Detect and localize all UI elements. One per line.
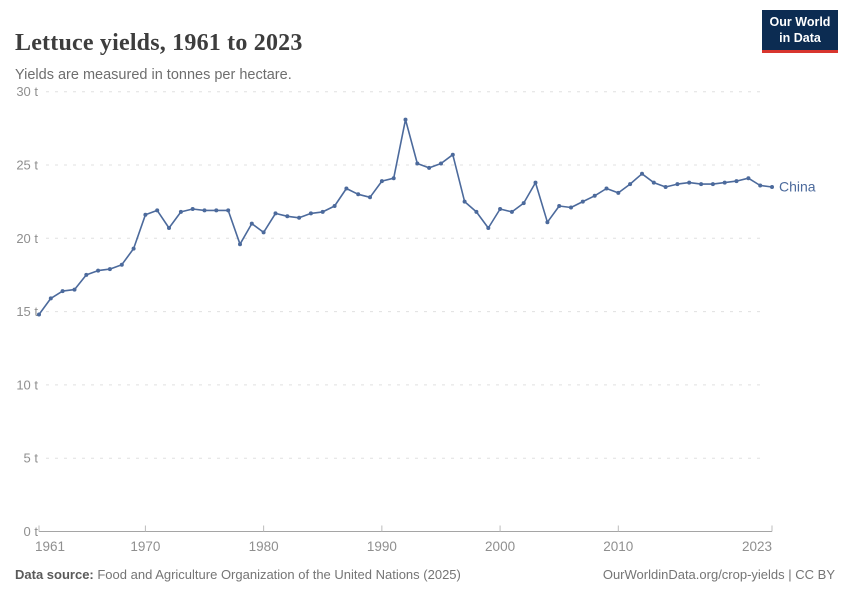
data-point-marker[interactable] (143, 212, 148, 217)
data-point-marker[interactable] (439, 161, 443, 166)
data-point-marker[interactable] (368, 195, 372, 200)
data-point-marker[interactable] (391, 176, 396, 181)
data-point-marker[interactable] (379, 179, 384, 184)
data-point-marker[interactable] (616, 190, 621, 195)
x-axis-tick-label: 2010 (603, 539, 633, 554)
data-point-marker[interactable] (214, 208, 219, 213)
data-point-marker[interactable] (722, 180, 727, 185)
data-point-marker[interactable] (699, 182, 704, 187)
data-point-marker[interactable] (498, 207, 503, 211)
chart-footer: Data source: Food and Agriculture Organi… (15, 567, 835, 582)
data-point-marker[interactable] (249, 221, 254, 226)
data-point-marker[interactable] (675, 182, 680, 187)
data-source-text: Food and Agriculture Organization of the… (93, 567, 461, 582)
data-point-marker[interactable] (651, 180, 656, 185)
data-point-marker[interactable] (48, 296, 53, 301)
x-axis-tick-label: 1970 (130, 539, 160, 554)
data-point-marker[interactable] (72, 287, 77, 292)
data-point-marker[interactable] (569, 205, 573, 210)
data-point-marker[interactable] (273, 211, 278, 216)
chart-subtitle: Yields are measured in tonnes per hectar… (15, 66, 292, 83)
owid-logo-line1: Our World (769, 15, 831, 29)
data-point-marker[interactable] (285, 214, 290, 219)
data-point-marker[interactable] (320, 209, 325, 214)
data-point-marker[interactable] (297, 215, 302, 220)
data-source: Data source: Food and Agriculture Organi… (15, 567, 461, 582)
owid-logo-line2: in Data (779, 30, 821, 45)
data-point-marker[interactable] (202, 208, 207, 213)
data-point-marker[interactable] (37, 312, 41, 317)
data-point-marker[interactable] (332, 204, 337, 208)
data-point-marker[interactable] (640, 171, 644, 176)
data-point-marker[interactable] (734, 179, 739, 184)
data-point-marker[interactable] (580, 199, 585, 204)
data-point-marker[interactable] (486, 226, 491, 230)
data-point-marker[interactable] (557, 204, 562, 208)
series-entity-label[interactable]: China (779, 178, 816, 194)
data-point-marker[interactable] (84, 272, 89, 277)
data-point-marker[interactable] (403, 117, 408, 122)
data-point-marker[interactable] (474, 209, 479, 214)
footer-link[interactable]: OurWorldinData.org/crop-yields | CC BY (602, 567, 835, 582)
line-series-china[interactable] (38, 118, 773, 316)
data-point-marker[interactable] (533, 180, 538, 185)
data-point-marker[interactable] (308, 211, 313, 216)
data-point-marker[interactable] (107, 267, 112, 272)
data-point-marker[interactable] (746, 176, 751, 181)
data-point-marker[interactable] (344, 186, 349, 191)
data-point-marker[interactable] (687, 180, 692, 185)
data-point-marker[interactable] (758, 183, 763, 188)
data-point-marker[interactable] (119, 262, 124, 267)
data-point-marker[interactable] (604, 186, 609, 191)
data-point-marker[interactable] (415, 161, 420, 166)
data-source-label: Data source: (15, 567, 94, 582)
data-point-marker[interactable] (261, 230, 266, 235)
data-point-marker[interactable] (592, 193, 597, 198)
data-point-marker[interactable] (96, 268, 101, 273)
y-axis-tick-label: 5 t (24, 451, 39, 466)
x-axis-tick-label: 1980 (249, 539, 279, 554)
y-axis-tick-label: 20 t (16, 231, 38, 246)
chart-title: Lettuce yields, 1961 to 2023 (15, 30, 303, 57)
owid-logo[interactable]: Our World in Data (762, 10, 838, 54)
data-point-marker[interactable] (450, 152, 455, 157)
data-point-marker[interactable] (226, 208, 231, 213)
data-point-marker[interactable] (509, 209, 514, 214)
data-point-marker[interactable] (238, 242, 242, 247)
y-axis-tick-label: 15 t (16, 304, 38, 319)
data-point-marker[interactable] (60, 289, 65, 294)
y-axis-tick-label: 10 t (16, 377, 38, 392)
data-point-marker[interactable] (427, 165, 432, 170)
data-point-marker[interactable] (155, 208, 160, 213)
data-point-marker[interactable] (628, 182, 633, 187)
data-point-marker[interactable] (190, 207, 195, 211)
data-point-marker[interactable] (545, 220, 550, 225)
data-point-marker[interactable] (178, 209, 183, 214)
data-point-marker[interactable] (521, 201, 526, 206)
y-axis-tick-label: 30 t (16, 84, 38, 99)
data-point-marker[interactable] (462, 199, 467, 204)
x-axis-tick-label: 1961 (35, 539, 65, 554)
data-point-marker[interactable] (770, 185, 774, 189)
data-point-marker[interactable] (167, 226, 171, 230)
data-point-marker[interactable] (131, 246, 136, 251)
x-axis-tick-label: 2000 (485, 539, 515, 554)
x-axis-tick-label: 2023 (742, 539, 772, 554)
y-axis-tick-label: 0 t (24, 524, 39, 539)
y-axis-tick-label: 25 t (16, 158, 38, 173)
data-point-marker[interactable] (663, 185, 668, 189)
x-axis-tick-label: 1990 (367, 539, 397, 554)
data-point-marker[interactable] (356, 192, 361, 197)
data-point-marker[interactable] (710, 182, 715, 187)
